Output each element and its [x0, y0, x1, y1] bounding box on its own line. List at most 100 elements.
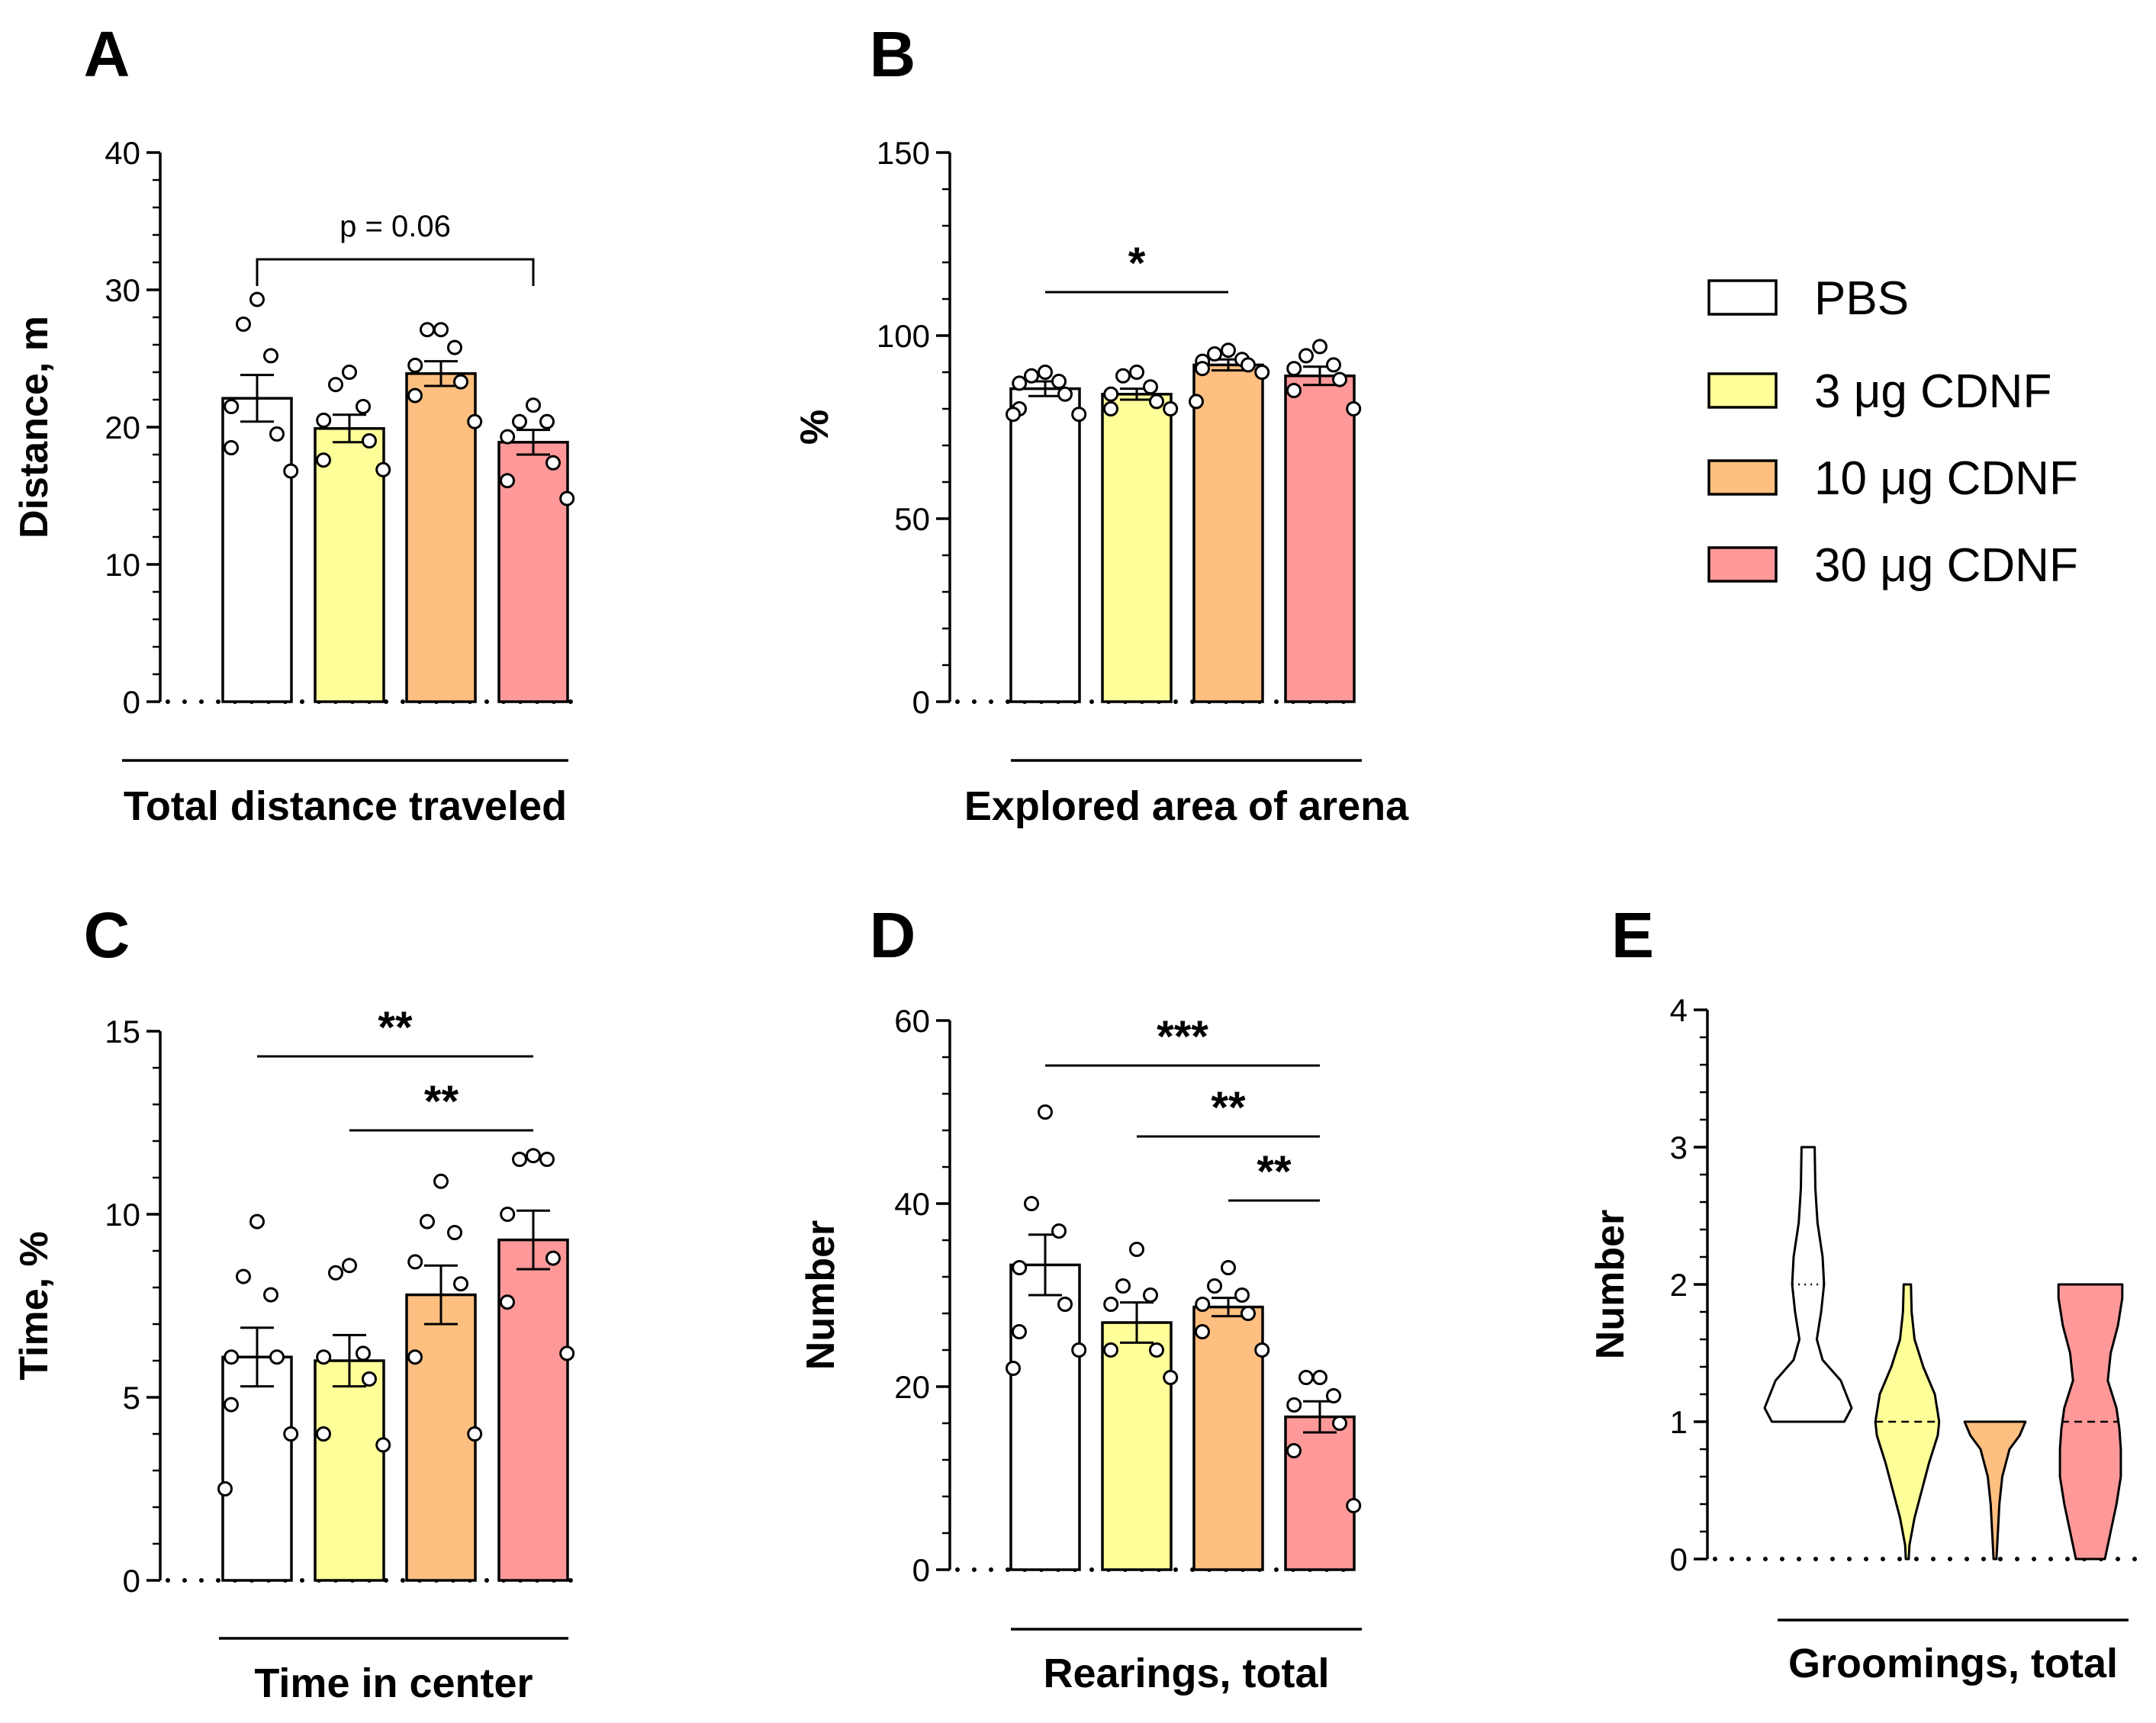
- data-point: [1012, 1324, 1027, 1339]
- data-point: [316, 413, 332, 428]
- data-point: [224, 1349, 240, 1365]
- y-axis-title: Distance, m: [12, 316, 56, 538]
- bar-2: [314, 1359, 385, 1582]
- panel-letter: D: [870, 899, 916, 971]
- y-tick-label: 10: [105, 547, 140, 583]
- data-point: [467, 1426, 483, 1442]
- legend: PBS 3 μg CDNF 10 μg CDNF 30 μg CDNF: [1707, 272, 2078, 592]
- error-bar-2: [333, 1333, 366, 1388]
- data-point: [1103, 401, 1118, 416]
- y-axis-title: Number: [1588, 1210, 1633, 1359]
- data-point: [1241, 1306, 1256, 1321]
- data-point: [512, 1152, 527, 1167]
- data-point: [1332, 1416, 1347, 1431]
- bar-1: [1009, 1263, 1081, 1571]
- significance-stars: **: [1257, 1147, 1292, 1197]
- data-point: [224, 440, 239, 455]
- data-point: [1207, 346, 1222, 362]
- data-point: [342, 1258, 357, 1274]
- data-point: [1346, 1498, 1362, 1513]
- data-point: [447, 1225, 462, 1240]
- data-point: [283, 1426, 299, 1442]
- data-point: [224, 399, 240, 414]
- y-tick-label: 3: [1670, 1130, 1688, 1165]
- data-point: [328, 1265, 343, 1281]
- legend-label: 10 μg CDNF: [1814, 452, 2078, 505]
- y-tick-label: 100: [877, 318, 930, 354]
- panel-A: A 0 10 20 30 40 Distance, m Total distance trav…: [12, 18, 575, 829]
- data-point: [512, 413, 527, 429]
- data-point: [500, 1207, 516, 1222]
- data-point: [316, 1426, 331, 1442]
- data-point: [1312, 1370, 1327, 1385]
- data-point: [283, 463, 299, 479]
- y-tick-label: 15: [105, 1014, 140, 1050]
- legend-label: 3 μg CDNF: [1814, 365, 2051, 418]
- data-point: [316, 452, 331, 468]
- data-point: [1298, 1370, 1314, 1385]
- legend-swatch: [1707, 372, 1778, 409]
- significance-annotation: ***: [1045, 1012, 1320, 1067]
- data-point: [407, 1254, 423, 1270]
- p-value-label: p = 0.06: [339, 210, 451, 243]
- error-bar-4: [516, 1209, 550, 1271]
- y-tick-label: 5: [123, 1380, 140, 1416]
- data-point: [1071, 1342, 1087, 1358]
- x-axis-title: Explored area of arena: [964, 783, 1409, 829]
- y-tick-label: 40: [105, 135, 140, 171]
- data-point: [467, 413, 483, 429]
- x-axis-title: Total distance traveled: [124, 783, 567, 829]
- data-point: [407, 387, 423, 403]
- significance-stars: **: [378, 1003, 413, 1053]
- data-point: [1012, 375, 1028, 391]
- data-point: [356, 1345, 371, 1361]
- data-point: [420, 322, 435, 338]
- data-point: [545, 455, 561, 471]
- bar-4: [1284, 1415, 1356, 1571]
- error-bar-1: [240, 1326, 274, 1388]
- data-point: [1163, 401, 1179, 416]
- data-point: [1195, 361, 1210, 377]
- data-point: [362, 433, 377, 448]
- data-point: [1038, 365, 1053, 380]
- data-point: [500, 473, 515, 489]
- data-point: [1115, 1278, 1131, 1294]
- data-point: [1149, 394, 1164, 410]
- data-point: [1115, 368, 1131, 384]
- data-point: [1286, 383, 1302, 398]
- y-tick-label: 40: [894, 1186, 930, 1222]
- y-tick-label: 0: [1670, 1541, 1688, 1577]
- bar-3: [405, 1293, 477, 1582]
- data-point: [1189, 394, 1204, 410]
- panel-C: C 0 5 10 15 Time, % Time in center ****: [12, 899, 575, 1706]
- error-bar-3: [424, 360, 458, 387]
- significance-annotation: *: [1045, 239, 1228, 294]
- data-point: [1254, 1342, 1270, 1358]
- bar-2: [314, 427, 385, 703]
- data-point: [407, 358, 423, 373]
- data-point: [500, 1294, 515, 1310]
- data-point: [1006, 407, 1021, 423]
- data-point: [1038, 1104, 1053, 1120]
- panel-letter: A: [84, 18, 130, 90]
- data-point: [1103, 1342, 1118, 1358]
- bar-4: [1284, 374, 1356, 703]
- y-tick-label: 20: [105, 410, 140, 445]
- error-bar-1: [240, 374, 274, 423]
- data-point: [217, 1481, 233, 1496]
- data-point: [249, 1213, 265, 1230]
- data-point: [1051, 1223, 1067, 1239]
- data-point: [407, 1349, 423, 1365]
- significance-stars: ***: [1157, 1012, 1208, 1062]
- data-point: [1221, 342, 1236, 358]
- data-point: [1241, 357, 1256, 373]
- data-point: [1326, 357, 1341, 373]
- data-point: [1207, 1278, 1222, 1294]
- bar-1: [1009, 387, 1081, 703]
- y-tick-label: 0: [123, 684, 140, 720]
- y-axis-title: Time, %: [12, 1231, 56, 1381]
- data-point: [1103, 386, 1119, 402]
- legend-swatch: [1707, 546, 1778, 583]
